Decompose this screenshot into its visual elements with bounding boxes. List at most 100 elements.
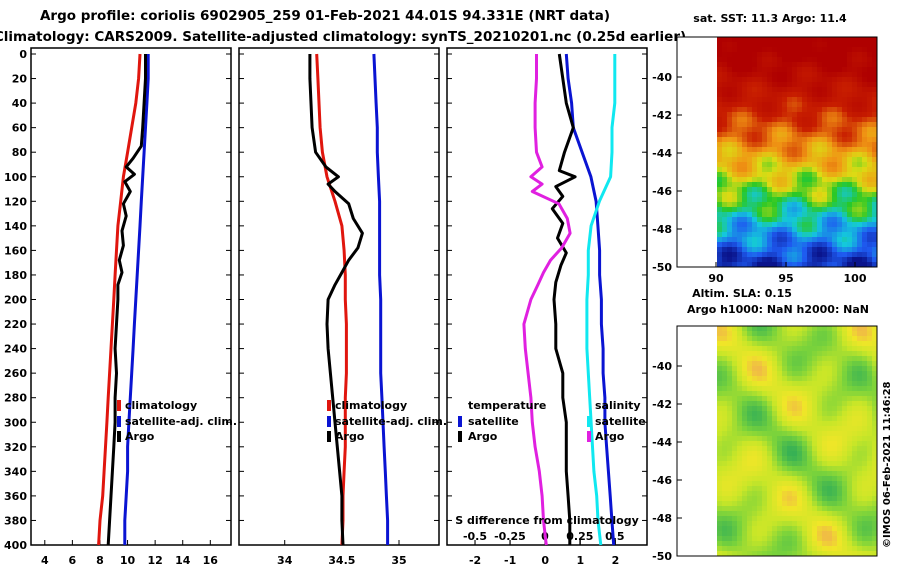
difference-lines: [522, 53, 617, 546]
sst-cell: [862, 232, 868, 238]
sst-cell: [792, 102, 798, 108]
sst-cell: [872, 127, 878, 133]
sst-cell: [787, 142, 793, 148]
sla-cell: [742, 331, 748, 337]
sst-cell: [832, 212, 838, 218]
sst-cell: [757, 197, 763, 203]
sla-cell: [802, 551, 808, 557]
sst-cell: [842, 247, 848, 253]
sst-cell: [797, 212, 803, 218]
sst-cell: [807, 152, 813, 158]
sst-cell: [852, 227, 858, 233]
sst-cell: [782, 132, 788, 138]
sla-cell: [872, 461, 878, 467]
sla-cell: [737, 331, 743, 337]
sst-cell: [762, 47, 768, 53]
sla-cell: [787, 481, 793, 487]
sst-cell: [872, 107, 878, 113]
sla-cell: [812, 501, 818, 507]
sst-cell: [822, 257, 828, 263]
sla-cell: [822, 406, 828, 412]
sla-cell: [847, 406, 853, 412]
sla-cell: [742, 386, 748, 392]
sla-cell: [817, 466, 823, 472]
sla-cell: [782, 451, 788, 457]
sst-cell: [857, 132, 863, 138]
sst-cell: [827, 57, 833, 63]
sla-cell: [832, 521, 838, 527]
sla-cell: [777, 496, 783, 502]
sst-cell: [847, 122, 853, 128]
sla-cell: [817, 431, 823, 437]
sla-cell: [847, 551, 853, 557]
sst-cell: [802, 77, 808, 83]
legend-swatch-temp-satellite: [458, 416, 462, 427]
sla-cell: [757, 446, 763, 452]
sla-cell: [837, 506, 843, 512]
sla-cell: [862, 476, 868, 482]
sst-cell: [797, 122, 803, 128]
depth-tick-label: 120: [4, 195, 27, 208]
sst-cell: [717, 147, 723, 153]
sla-cell: [757, 461, 763, 467]
sla-cell: [757, 466, 763, 472]
sla-cell: [762, 496, 768, 502]
sst-cell: [727, 132, 733, 138]
depth-tick-label: 260: [4, 367, 27, 380]
sla-cell: [777, 541, 783, 547]
sst-cell: [772, 47, 778, 53]
sla-cell: [842, 511, 848, 517]
sst-cell: [762, 257, 768, 263]
sst-cell: [817, 247, 823, 253]
sla-cell: [872, 341, 878, 347]
sst-cell: [812, 172, 818, 178]
sst-cell: [862, 187, 868, 193]
difference-axis-label: S difference from climatology: [455, 514, 639, 527]
sst-cell: [802, 192, 808, 198]
sla-cell: [767, 326, 773, 332]
sst-cell: [807, 197, 813, 203]
sla-cell: [757, 351, 763, 357]
sla-cell: [842, 351, 848, 357]
sla-cell: [737, 441, 743, 447]
sla-cell: [752, 536, 758, 542]
sst-cell: [842, 197, 848, 203]
sst-cell: [787, 102, 793, 108]
sla-cell: [847, 366, 853, 372]
sla-cell: [807, 341, 813, 347]
sst-cell: [857, 62, 863, 68]
sst-cell: [802, 167, 808, 173]
sst-cell: [762, 182, 768, 188]
sla-cell: [847, 326, 853, 332]
sst-cell: [737, 177, 743, 183]
sst-cell: [747, 92, 753, 98]
sst-cell: [807, 182, 813, 188]
sla-cell: [802, 446, 808, 452]
sla-cell: [852, 341, 858, 347]
sla-cell: [797, 336, 803, 342]
sla-cell: [727, 431, 733, 437]
sla-cell: [862, 331, 868, 337]
sla-cell: [772, 331, 778, 337]
sla-cell: [827, 421, 833, 427]
sst-cell: [797, 167, 803, 173]
sla-cell: [787, 361, 793, 367]
sla-cell: [832, 421, 838, 427]
sst-cell: [757, 107, 763, 113]
sla-cell: [822, 496, 828, 502]
sst-cell: [857, 52, 863, 58]
sst-cell: [797, 107, 803, 113]
sla-cell: [732, 551, 738, 557]
sla-cell: [867, 376, 873, 382]
sla-cell: [782, 481, 788, 487]
sst-cell: [867, 132, 873, 138]
sla-cell: [787, 531, 793, 537]
sst-cell: [762, 262, 768, 268]
sst-cell: [862, 192, 868, 198]
sla-cell: [777, 391, 783, 397]
sst-cell: [737, 37, 743, 43]
sla-cell: [832, 506, 838, 512]
sla-cell: [732, 431, 738, 437]
sst-cell: [737, 202, 743, 208]
sla-cell: [802, 496, 808, 502]
